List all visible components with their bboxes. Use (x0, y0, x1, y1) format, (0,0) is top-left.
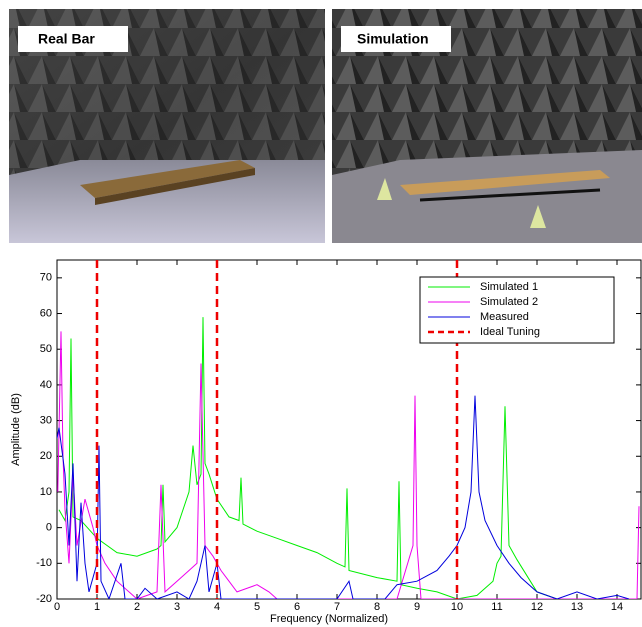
legend-label: Ideal Tuning (480, 326, 540, 338)
x-tick-label: 4 (214, 601, 220, 613)
x-tick-label: 13 (571, 601, 583, 613)
plot: 0 1 2 3 4 5 6 7 8 9 10 11 12 13 14-20-1001020304050607… (10, 259, 642, 625)
y-axis-label: Amplitude (dB) (10, 393, 22, 466)
x-tick-label: 12 (531, 601, 543, 613)
y-tick-label: 40 (40, 379, 52, 391)
x-axis-label: Frequency (Normalized) (270, 613, 388, 625)
series-line (58, 317, 558, 599)
y-tick-label: 0 (46, 522, 52, 534)
x-tick-label: 8 (374, 601, 380, 613)
series-line (57, 331, 640, 599)
x-tick-label: 1 (94, 601, 100, 613)
y-tick-label: 10 (40, 486, 52, 498)
y-tick-label: -20 (36, 593, 52, 605)
legend-label: Simulated 2 (480, 296, 538, 308)
x-tick-label: 2 (134, 601, 140, 613)
y-tick-label: 30 (40, 414, 52, 426)
x-tick-label: 6 (294, 601, 300, 613)
x-tick-label: 9 (414, 601, 420, 613)
x-tick-label: 5 (254, 601, 260, 613)
y-tick-label: 60 (40, 307, 52, 319)
x-tick-label: 14 (611, 601, 623, 613)
x-tick-label: 7 (334, 601, 340, 613)
photo-label: Simulation (357, 31, 429, 47)
y-tick-label: 20 (40, 450, 52, 462)
photo-simulation: Simulation (332, 9, 642, 243)
legend-label: Measured (480, 311, 529, 323)
series-line (57, 395, 630, 599)
x-tick-label: 10 (451, 601, 463, 613)
photo-label: Real Bar (38, 31, 95, 47)
y-tick-label: 70 (40, 272, 52, 284)
legend-label: Simulated 1 (480, 281, 538, 293)
x-tick-label: 0 (54, 601, 60, 613)
y-tick-label: -10 (36, 557, 52, 569)
photo-real: Real Bar (9, 9, 325, 243)
x-tick-label: 11 (491, 601, 502, 613)
y-tick-label: 50 (40, 343, 52, 355)
x-tick-label: 3 (174, 601, 180, 613)
